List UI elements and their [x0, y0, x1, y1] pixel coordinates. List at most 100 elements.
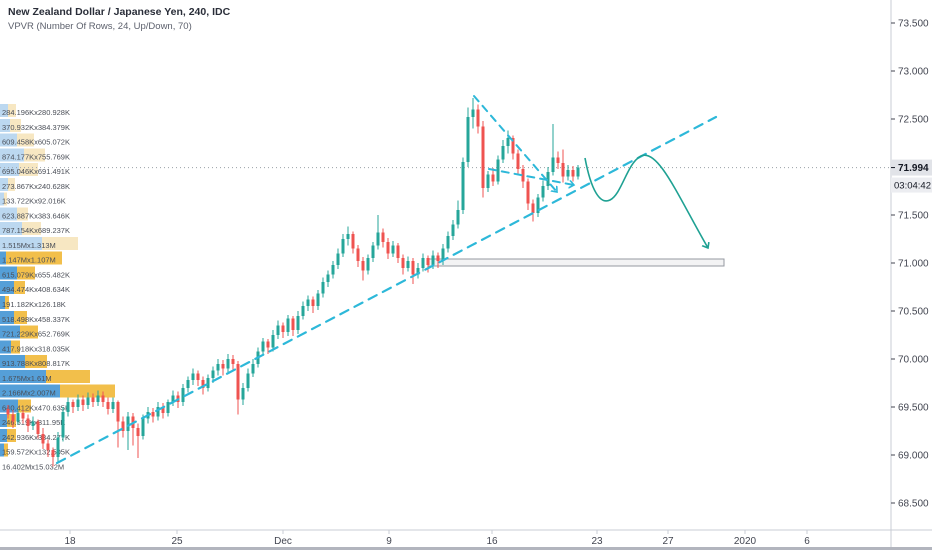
- descending-trendline-a[interactable]: [473, 95, 558, 193]
- time-tick-label: 18: [64, 536, 76, 547]
- vp-row: 1.515Mx1.313M: [0, 236, 78, 250]
- vp-row: 695.046Kx691.491K: [0, 163, 70, 177]
- bar-countdown: 03:04:42: [894, 181, 931, 192]
- vp-down-bar: [10, 118, 21, 132]
- candle-up: [86, 392, 90, 409]
- candle-up: [56, 431, 60, 462]
- vp-up-bar: [0, 399, 18, 413]
- candle-down: [491, 167, 495, 187]
- candle-body: [316, 293, 320, 307]
- candle-up: [261, 337, 265, 357]
- candle-body: [126, 416, 130, 431]
- vp-down-bar: [18, 399, 31, 413]
- candle-body: [91, 397, 95, 403]
- symbol-title[interactable]: New Zealand Dollar / Japanese Yen, 240, …: [8, 6, 231, 18]
- candle-body: [116, 402, 120, 422]
- candlesticks: [6, 97, 580, 467]
- time-tick-label: Dec: [274, 536, 292, 547]
- candle-body: [81, 399, 85, 406]
- candle-body: [366, 258, 370, 271]
- candle-down: [521, 165, 525, 189]
- candle-up: [336, 248, 340, 269]
- vp-up-bar: [0, 414, 7, 428]
- vp-down-bar: [24, 148, 45, 162]
- candle-up: [541, 180, 545, 202]
- candle-up: [371, 241, 375, 263]
- candle-up: [416, 263, 420, 279]
- vp-up-bar: [0, 384, 60, 398]
- candle-body: [436, 255, 440, 262]
- vp-row: 721.229Kx652.769K: [0, 325, 70, 339]
- vp-down-bar: [17, 266, 35, 280]
- candle-body: [351, 234, 355, 249]
- candle-down: [556, 151, 560, 169]
- vp-row-label: 191.182Kx126.18K: [2, 300, 66, 309]
- projection-arrow[interactable]: [584, 154, 708, 248]
- candle-body: [216, 363, 220, 371]
- candle-body: [11, 414, 15, 422]
- candle-body: [221, 363, 225, 369]
- candle-body: [101, 395, 105, 403]
- vp-row-label: 284.196Kx280.928K: [2, 108, 70, 117]
- candle-up: [246, 368, 250, 392]
- descending-trendline-b[interactable]: [488, 168, 574, 185]
- vp-row-label: 1.147Mx1.107M: [2, 256, 56, 265]
- vp-row: 640.412Kx470.635K: [0, 399, 70, 413]
- candle-up: [461, 157, 465, 215]
- candle-body: [356, 248, 360, 262]
- candle-down: [281, 322, 285, 338]
- candle-down: [571, 166, 575, 182]
- vp-row: 191.182Kx126.18K: [0, 296, 66, 310]
- support-zone-rectangle[interactable]: [427, 258, 725, 267]
- vp-up-bar: [0, 310, 14, 324]
- vp-down-bar: [14, 281, 25, 295]
- candle-body: [16, 412, 20, 422]
- time-tick-label: 27: [662, 536, 674, 547]
- vp-down-bar: [4, 192, 7, 206]
- vp-up-bar: [0, 266, 17, 280]
- candle-down: [426, 255, 430, 273]
- vp-row-label: 370.932Kx384.379K: [2, 123, 70, 132]
- vp-down-bar: [22, 222, 41, 236]
- candle-down: [116, 400, 120, 448]
- candle-up: [376, 215, 380, 250]
- ascending-trendline[interactable]: [55, 115, 718, 465]
- candle-up: [206, 374, 210, 392]
- candle-body: [56, 437, 60, 457]
- time-axis[interactable]: 18 25 Dec 9 16 23 27 2020 6: [64, 530, 810, 547]
- candle-body: [556, 157, 560, 164]
- price-tick-label: 70.000: [898, 355, 929, 366]
- candle-body: [46, 443, 50, 451]
- candle-down: [36, 419, 40, 439]
- candle-up: [156, 402, 160, 421]
- candle-body: [191, 373, 195, 381]
- vp-up-bar: [0, 104, 8, 117]
- indicator-title[interactable]: VPVR (Number Of Rows, 24, Up/Down, 70): [8, 21, 192, 32]
- candle-down: [561, 149, 565, 183]
- price-axis[interactable]: 73.500 73.000 72.500 71.500 71.000 70.500 70.0…: [891, 19, 932, 510]
- vp-row: 370.932Kx384.379K: [0, 118, 70, 132]
- candle-body: [286, 318, 290, 333]
- candle-body: [251, 363, 255, 374]
- candle-up: [31, 416, 35, 431]
- vp-row: 623.887Kx383.646K: [0, 207, 70, 221]
- vp-row: 1.675Mx1.61M: [0, 369, 90, 383]
- vp-row-label: 913.788Kx808.817K: [2, 359, 70, 368]
- vp-up-bar: [0, 222, 22, 236]
- candle-body: [481, 126, 485, 189]
- candle-body: [496, 159, 500, 182]
- candle-body: [376, 232, 380, 246]
- vp-row-label: 2.166Mx2.007M: [2, 389, 56, 398]
- vp-up-bar: [0, 192, 4, 206]
- candle-up: [316, 289, 320, 311]
- vp-up-bar: [0, 118, 10, 132]
- candle-up: [486, 170, 490, 192]
- candle-down: [356, 244, 360, 267]
- candle-up: [366, 254, 370, 275]
- candle-down: [71, 399, 75, 413]
- vp-row-label: 721.229Kx652.769K: [2, 330, 70, 339]
- vp-row-label: 615.079Kx655.482K: [2, 270, 70, 279]
- candle-down: [136, 423, 140, 458]
